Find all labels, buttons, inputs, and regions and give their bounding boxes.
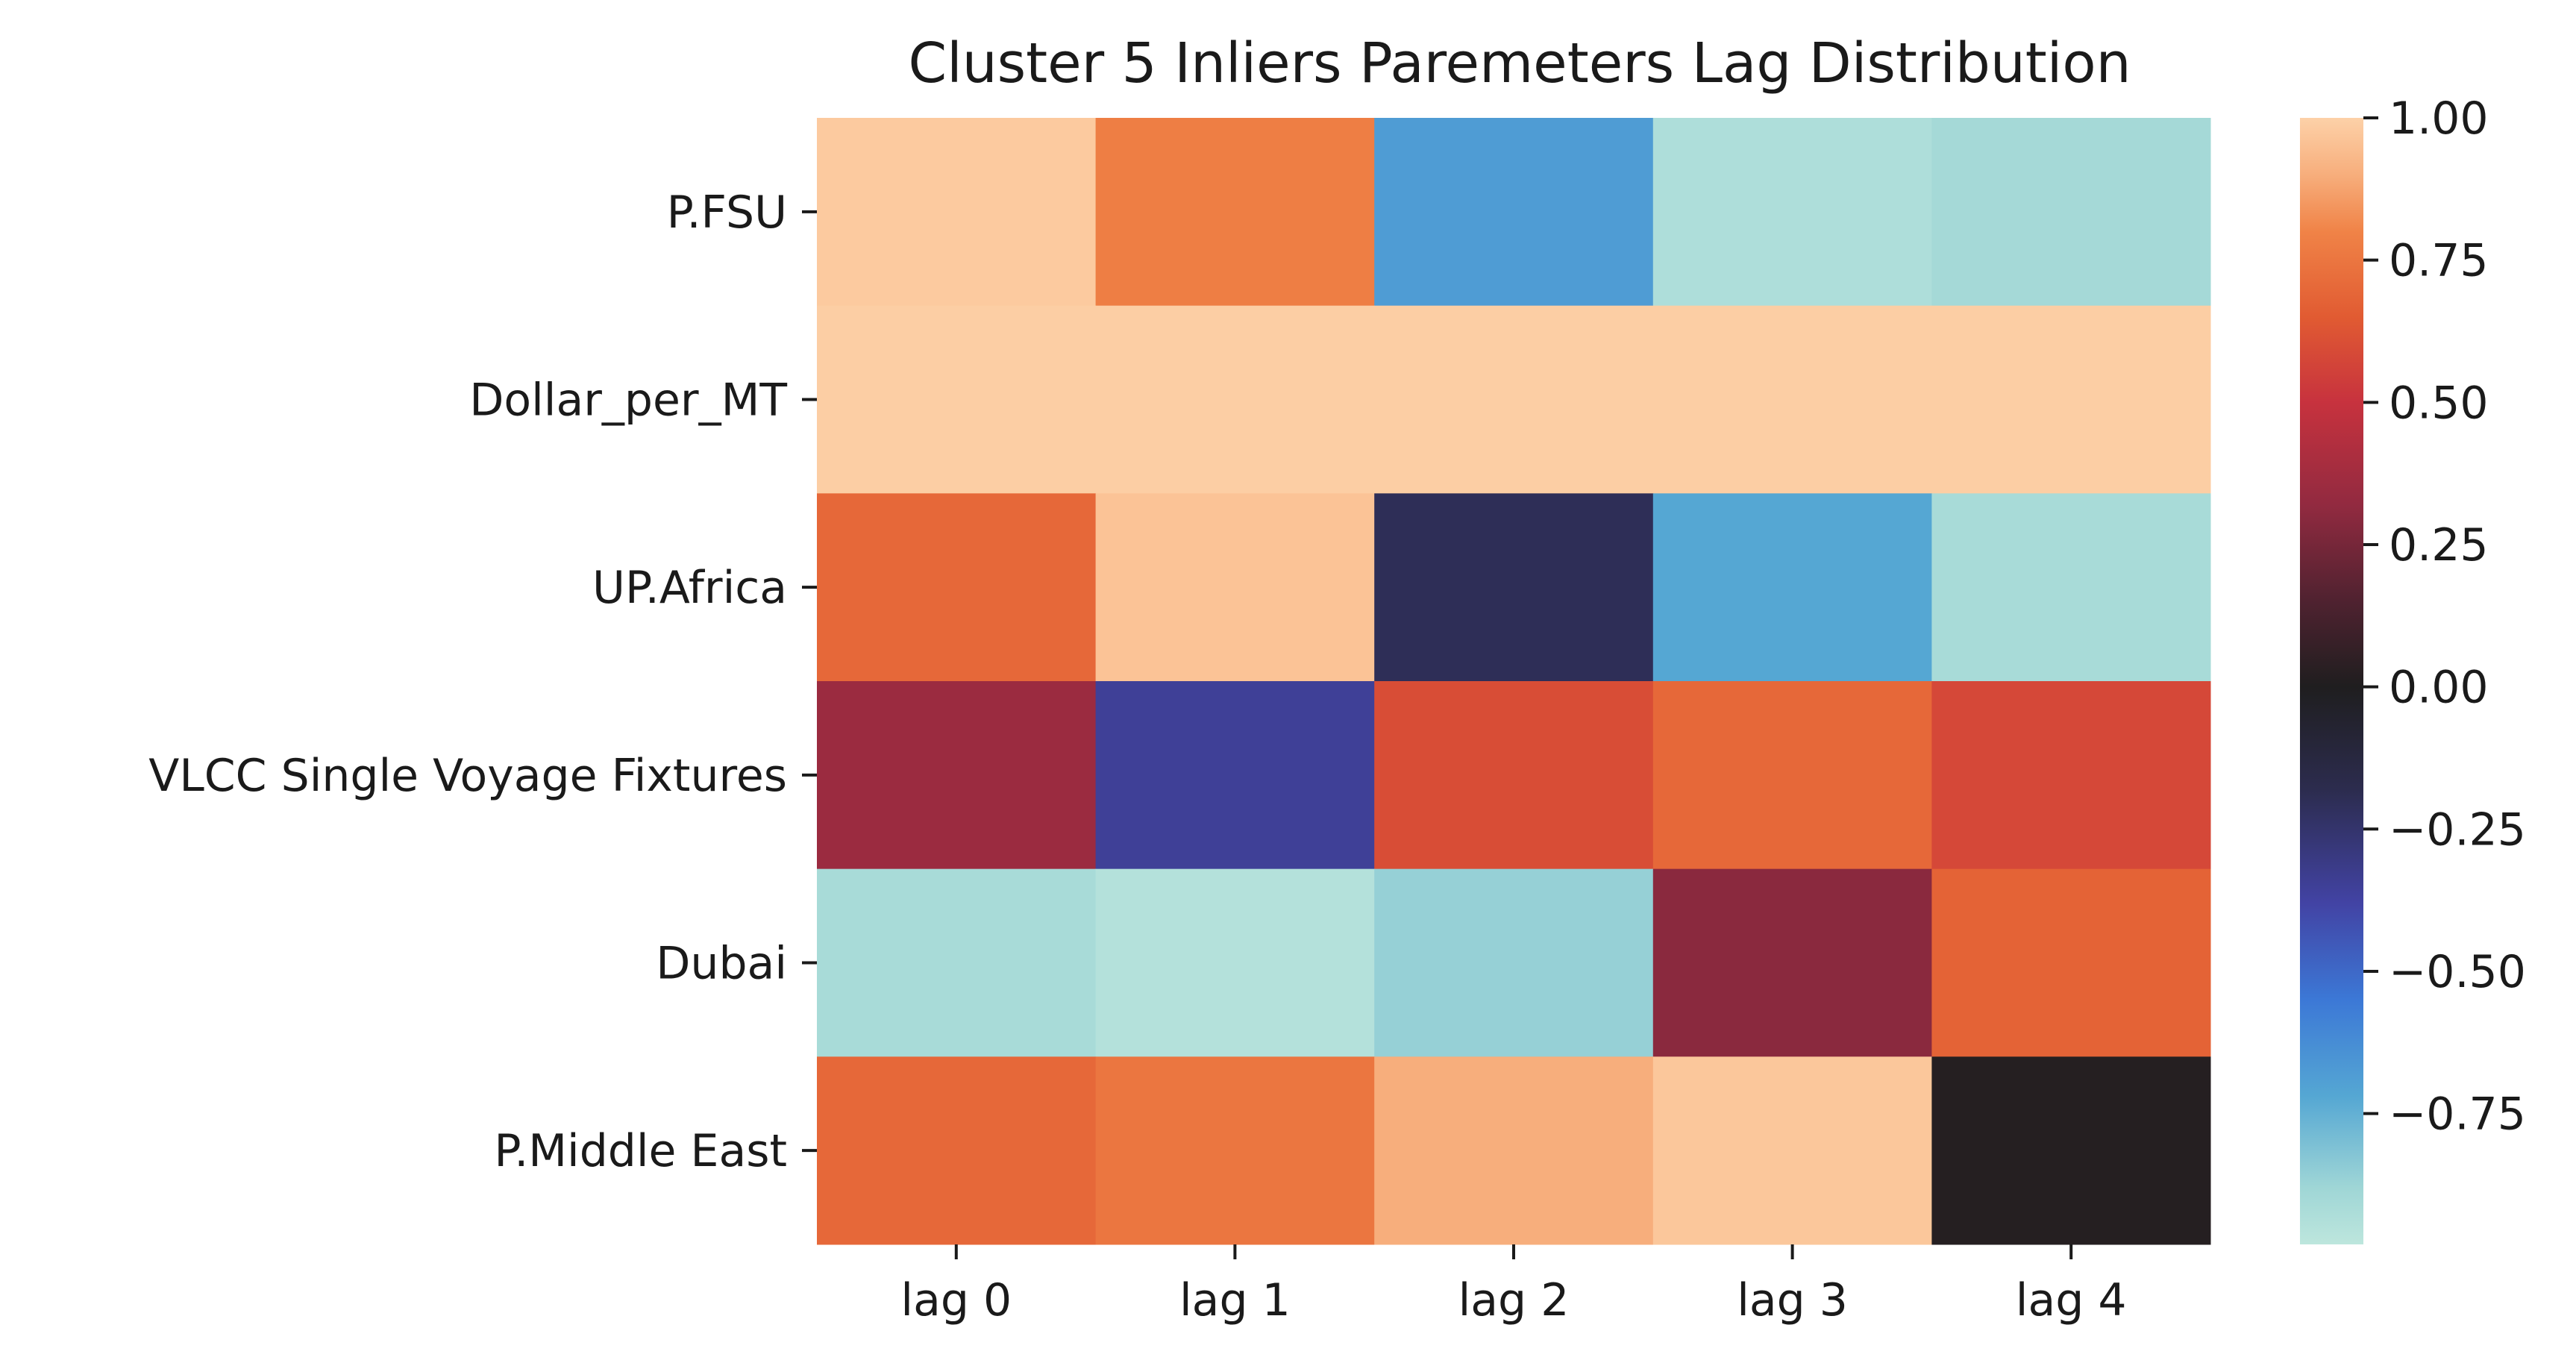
colorbar (2300, 118, 2363, 1244)
colorbar-tick-label: 0.50 (2389, 377, 2489, 429)
colorbar-tick-label: −0.75 (2389, 1088, 2526, 1141)
colorbar-tick-label: 0.25 (2389, 519, 2489, 571)
x-tick-label: lag 3 (1737, 1274, 1848, 1326)
x-tick-label: lag 1 (1179, 1274, 1291, 1326)
heatmap-cell (817, 681, 1097, 870)
colorbar-axis: 1.00 0.75 0.50 0.25 0.00 −0.25 −0.50 −0.75 (2363, 93, 2526, 1141)
heatmap-cell (1931, 493, 2211, 682)
heatmap-cell (1931, 868, 2211, 1057)
heatmap-cell (1374, 493, 1654, 682)
colorbar-tick-label: 1.00 (2389, 93, 2489, 145)
heatmap-cell (1931, 1056, 2211, 1245)
heatmap-cells (817, 118, 2211, 1245)
heatmap-cell (1652, 118, 1932, 307)
x-tick-label: lag 0 (900, 1274, 1012, 1326)
heatmap-cell (1095, 493, 1375, 682)
heatmap-cell (1652, 1056, 1932, 1245)
y-tick-label: P.FSU (667, 187, 787, 239)
heatmap-cell (1095, 681, 1375, 870)
y-tick-label: Dollar_per_MT (469, 375, 787, 427)
heatmap-cell (1095, 1056, 1375, 1245)
heatmap-cell (817, 868, 1097, 1057)
heatmap-cell (1095, 868, 1375, 1057)
heatmap-cell (1095, 305, 1375, 494)
heatmap-cell (817, 305, 1097, 494)
heatmap-cell (1931, 305, 2211, 494)
heatmap-cell (1652, 868, 1932, 1057)
heatmap-cell (817, 1056, 1097, 1245)
colorbar-tick-label: −0.25 (2389, 803, 2526, 856)
heatmap-cell (1931, 118, 2211, 307)
heatmap-cell (1374, 1056, 1654, 1245)
x-axis: lag 0 lag 1 lag 2 lag 3 lag 4 (900, 1244, 2127, 1326)
heatmap-cell (817, 118, 1097, 307)
y-tick-label: Dubai (656, 938, 787, 990)
x-tick-label: lag 4 (2016, 1274, 2127, 1326)
heatmap-cell (1374, 305, 1654, 494)
heatmap-cell (1652, 305, 1932, 494)
colorbar-tick-label: 0.75 (2389, 235, 2489, 287)
heatmap-cell (1374, 868, 1654, 1057)
y-axis: P.FSU Dollar_per_MT UP.Africa VLCC Single V… (148, 187, 817, 1177)
y-tick-label: UP.Africa (592, 562, 787, 614)
heatmap-cell (817, 493, 1097, 682)
heatmap-cell (1374, 681, 1654, 870)
heatmap-cell (1095, 118, 1375, 307)
y-tick-label: VLCC Single Voyage Fixtures (148, 750, 787, 802)
colorbar-tick-label: 0.00 (2389, 662, 2489, 714)
chart-title: Cluster 5 Inliers Paremeters Lag Distrib… (908, 31, 2131, 95)
heatmap-cell (1931, 681, 2211, 870)
x-tick-label: lag 2 (1458, 1274, 1570, 1326)
heatmap-cell (1652, 493, 1932, 682)
heatmap-cell (1652, 681, 1932, 870)
y-tick-label: P.Middle East (494, 1125, 787, 1177)
heatmap-cell (1374, 118, 1654, 307)
colorbar-tick-label: −0.50 (2389, 946, 2526, 998)
